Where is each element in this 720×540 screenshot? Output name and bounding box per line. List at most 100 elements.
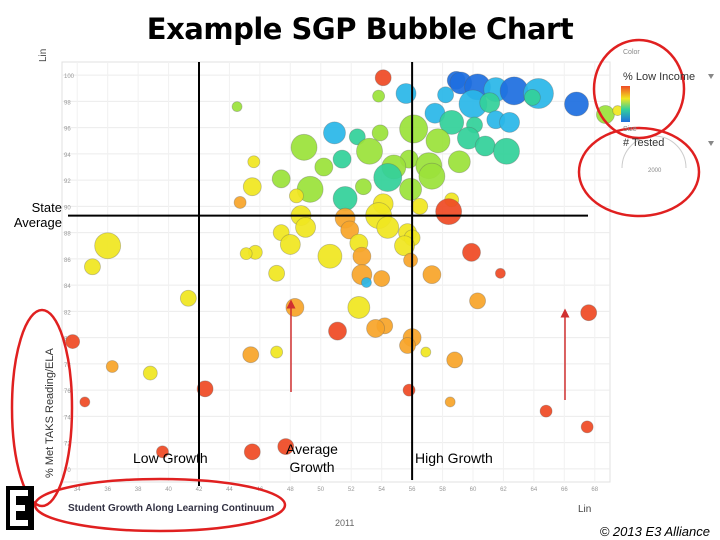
bubble-point[interactable] [279, 234, 301, 255]
bubble-point[interactable] [354, 178, 372, 196]
bubble-point[interactable] [242, 177, 262, 197]
bubble-point[interactable] [399, 114, 429, 144]
y-tick-label: 72 [64, 442, 71, 448]
color-legend-scale [621, 86, 630, 122]
x-tick-label: 64 [531, 487, 538, 493]
bubble-point[interactable] [323, 121, 346, 145]
bubble-point[interactable] [418, 162, 446, 190]
bubble-point[interactable] [425, 128, 451, 154]
bubble-point[interactable] [179, 289, 197, 307]
bubble-point[interactable] [373, 270, 391, 287]
bubble-point[interactable] [444, 396, 456, 408]
x-tick-label: 68 [591, 487, 598, 493]
bubble-point[interactable] [332, 149, 352, 169]
bubble-point[interactable] [447, 150, 471, 174]
bubble-point[interactable] [376, 215, 400, 239]
bubble-point[interactable] [469, 292, 486, 310]
bubble-point[interactable] [462, 242, 481, 262]
bubble-point[interactable] [371, 124, 389, 142]
x-tick-label: 48 [287, 487, 294, 493]
x-tick-label: 38 [135, 487, 142, 493]
bubble-point[interactable] [348, 128, 366, 146]
bubble-point[interactable] [499, 111, 520, 133]
y-tick-label: 90 [64, 205, 71, 211]
y-scale-select[interactable]: Lin [38, 48, 49, 62]
bubble-point[interactable] [479, 92, 501, 114]
bubble-point[interactable] [446, 351, 464, 369]
bubble-point[interactable] [493, 137, 520, 165]
bubble-point[interactable] [347, 296, 371, 319]
bubble-point[interactable] [564, 91, 589, 117]
bubble-point[interactable] [523, 89, 541, 106]
bubble-point[interactable] [142, 365, 158, 381]
bubble-point[interactable] [239, 247, 253, 261]
bubble-point[interactable] [372, 89, 386, 103]
bubble-point[interactable] [435, 198, 463, 226]
bubble-point[interactable] [65, 334, 81, 349]
bubble-point[interactable] [314, 157, 334, 177]
bubble-point[interactable] [437, 86, 455, 104]
bubble-point[interactable] [366, 319, 385, 338]
bubble-point[interactable] [94, 232, 122, 260]
color-dropdown-icon[interactable] [708, 74, 714, 79]
bubble-point[interactable] [422, 265, 442, 285]
size-field-select[interactable]: # Tested [623, 137, 665, 149]
bubble-point[interactable] [84, 258, 101, 276]
bubble-point[interactable] [290, 133, 318, 161]
bubble-point[interactable] [539, 404, 553, 418]
bubble-point[interactable] [271, 169, 291, 189]
bubble-point[interactable] [289, 188, 304, 204]
bubble-point[interactable] [332, 186, 358, 211]
bubble-point[interactable] [402, 383, 416, 397]
bubble-point[interactable] [395, 83, 417, 104]
y-tick-label: 98 [64, 100, 71, 106]
x-tick-label: 44 [226, 487, 233, 493]
high-growth-label: High Growth [415, 450, 493, 466]
x-axis-highlight [33, 477, 287, 533]
bubble-point[interactable] [295, 216, 316, 238]
bubble-layer [65, 69, 624, 461]
bubble-point[interactable] [231, 101, 243, 113]
color-legend-label: Color [623, 49, 640, 56]
y-tick-label: 78 [64, 363, 71, 369]
slide-title: Example SGP Bubble Chart [146, 12, 574, 46]
bubble-point[interactable] [268, 264, 286, 282]
bubble-point[interactable] [474, 135, 496, 157]
bubble-point[interactable] [247, 155, 261, 169]
bubble-point[interactable] [270, 345, 284, 359]
bubble-point[interactable] [411, 197, 429, 215]
bubble-point[interactable] [233, 196, 247, 209]
x-scale-select[interactable]: Lin [578, 504, 592, 515]
bubble-point[interactable] [374, 69, 392, 87]
bubble-point[interactable] [79, 396, 91, 408]
bubble-point[interactable] [580, 304, 598, 322]
bubble-point[interactable] [394, 235, 415, 257]
bubble-point[interactable] [361, 277, 372, 288]
bubble-point[interactable] [340, 220, 360, 240]
bubble-point[interactable] [399, 337, 416, 354]
bubble-point[interactable] [243, 443, 261, 461]
bubble-point[interactable] [580, 420, 594, 434]
bubble-point[interactable] [285, 298, 305, 317]
bubble-point[interactable] [352, 246, 372, 266]
bubble-point[interactable] [494, 267, 506, 279]
y-tick-label: 92 [64, 179, 71, 185]
bubble-point[interactable] [439, 109, 465, 135]
e3-logo-icon [6, 486, 34, 530]
bubble-point[interactable] [399, 177, 422, 201]
x-axis-title[interactable]: Student Growth Along Learning Continuum [68, 503, 275, 514]
bubble-point[interactable] [403, 252, 418, 268]
bubble-point[interactable] [373, 163, 403, 192]
bubble-point[interactable] [277, 438, 295, 455]
bubble-point[interactable] [356, 137, 383, 165]
bubble-point[interactable] [328, 321, 347, 341]
bubble-point[interactable] [156, 445, 169, 459]
color-field-select[interactable]: % Low Income [623, 71, 696, 83]
bubble-point[interactable] [420, 346, 432, 358]
bubble-point[interactable] [242, 346, 260, 364]
y-axis-title[interactable]: % Met TAKS Reading/ELA [44, 348, 56, 478]
bubble-point[interactable] [196, 380, 214, 398]
size-dropdown-icon[interactable] [708, 141, 714, 146]
bubble-point[interactable] [317, 243, 343, 269]
bubble-point[interactable] [105, 360, 119, 373]
